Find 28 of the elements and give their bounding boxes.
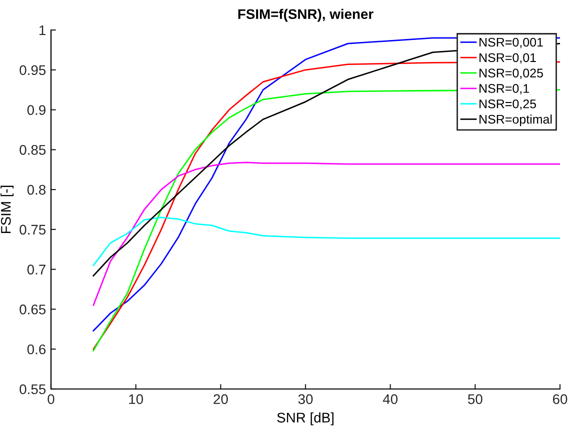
x-tick-label: 30 (298, 394, 313, 404)
x-tick-label: 20 (214, 394, 228, 404)
x-tick-label: 50 (468, 394, 482, 404)
y-tick-label: 0.85 (20, 145, 46, 155)
x-tick-label: 40 (382, 394, 398, 404)
y-tick-label: 1 (39, 25, 46, 36)
y-tick-label: 0.95 (20, 65, 46, 76)
legend-label: NSR=0,01 (480, 53, 536, 64)
line-series (92, 216, 560, 266)
y-tick-label: 0.65 (20, 304, 46, 314)
y-axis-title: FSIM [-] (0, 186, 14, 234)
y-tick-label: 0.9 (27, 105, 46, 115)
x-axis-title: SNR [dB] (277, 412, 334, 426)
line-series (92, 162, 560, 306)
y-tick-label: 0.55 (20, 384, 46, 394)
legend-label: NSR=0,001 (480, 38, 543, 48)
legend-label: NSR=0,1 (480, 84, 529, 94)
legend-label: NSR=optimal (480, 114, 552, 126)
x-tick-label: 60 (552, 394, 568, 404)
y-tick-label: 0.75 (20, 224, 46, 235)
x-tick-label: 0 (48, 394, 54, 404)
y-tick-label: 0.7 (27, 264, 46, 275)
y-tick-label: 0.6 (27, 344, 46, 354)
chart-title: FSIM=f(SNR), wiener (238, 8, 374, 22)
x-tick-label: 10 (129, 394, 144, 404)
legend-label: NSR=0,025 (480, 68, 543, 79)
y-tick-label: 0.8 (27, 184, 46, 195)
legend-label: NSR=0,25 (480, 99, 536, 110)
